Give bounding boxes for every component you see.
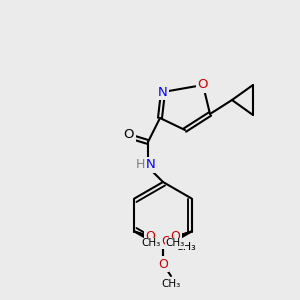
- Text: N: N: [158, 85, 168, 98]
- Text: O: O: [161, 235, 171, 248]
- Text: N: N: [146, 158, 156, 172]
- Text: CH₃: CH₃: [161, 279, 181, 289]
- Text: H: H: [135, 158, 145, 172]
- Text: O: O: [198, 79, 208, 92]
- Text: CH₃: CH₃: [165, 238, 185, 248]
- Text: O: O: [124, 128, 134, 142]
- Text: O: O: [146, 230, 155, 243]
- Text: O: O: [171, 230, 181, 243]
- Text: CH₃: CH₃: [141, 238, 160, 248]
- Text: O: O: [158, 257, 168, 271]
- Text: CH₃: CH₃: [176, 242, 196, 253]
